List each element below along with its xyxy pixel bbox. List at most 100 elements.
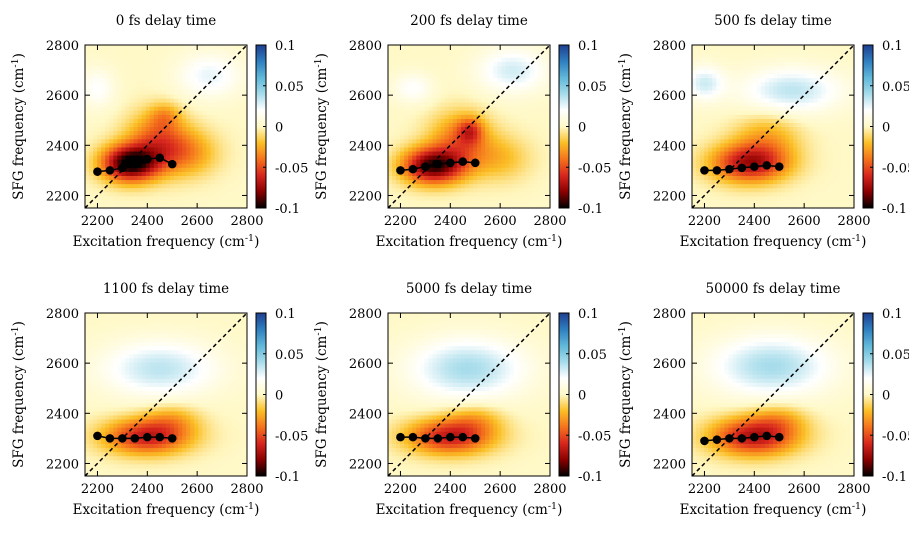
heatmap-cell: [174, 118, 179, 123]
heatmap-cell: [477, 94, 482, 99]
heatmap-cell: [765, 82, 770, 87]
heatmap-cell: [733, 102, 738, 107]
heatmap-cell: [445, 49, 450, 54]
heatmap-cell: [489, 65, 494, 70]
heatmap-cell: [497, 102, 502, 107]
heatmap-cell: [749, 131, 754, 136]
colorbar-tick-label: -0.1: [578, 202, 603, 217]
heatmap-cell: [150, 114, 155, 119]
heatmap-cell: [720, 159, 725, 164]
heatmap-cell: [457, 82, 462, 87]
heatmap-cell: [505, 188, 510, 193]
heatmap-cell: [186, 151, 191, 156]
heatmap-cell: [457, 69, 462, 74]
heatmap-cell: [142, 61, 147, 66]
heatmap-cell: [117, 65, 122, 70]
heatmap-cell: [202, 61, 207, 66]
heatmap-cell: [101, 78, 106, 83]
heatmap-cell: [186, 188, 191, 193]
heatmap-cell: [481, 167, 486, 172]
heatmap-cell: [826, 90, 831, 95]
heatmap-cell: [400, 122, 405, 127]
heatmap-cell: [202, 151, 207, 156]
heatmap-cell: [765, 65, 770, 70]
heatmap-cell: [113, 192, 118, 197]
heatmap-cell: [166, 135, 171, 140]
heatmap-cell: [453, 135, 458, 140]
heatmap-cell: [785, 171, 790, 176]
heatmap-cell: [235, 69, 240, 74]
heatmap-cell: [227, 163, 232, 168]
heatmap-cell: [493, 135, 498, 140]
heatmap-cell: [781, 139, 786, 144]
peak-marker: [118, 164, 127, 173]
heatmap-cell: [712, 90, 717, 95]
heatmap-cell: [89, 45, 94, 50]
heatmap-cell: [708, 171, 713, 176]
heatmap-cell: [239, 90, 244, 95]
heatmap-cell: [501, 151, 506, 156]
heatmap-cell: [692, 188, 697, 193]
heatmap-cell: [457, 90, 462, 95]
heatmap-cell: [207, 179, 212, 184]
heatmap-cell: [138, 49, 143, 54]
heatmap-cell: [493, 53, 498, 58]
heatmap-cell: [793, 78, 798, 83]
heatmap-cell: [773, 61, 778, 66]
heatmap-cell: [501, 122, 506, 127]
heatmap-cell: [433, 74, 438, 79]
heatmap-cell: [692, 61, 697, 66]
heatmap-cell: [388, 78, 393, 83]
heatmap-cell: [534, 143, 539, 148]
heatmap-cell: [392, 98, 397, 103]
x-tick-label: 2200: [81, 214, 114, 229]
heatmap-cell: [724, 196, 729, 201]
heatmap-cell: [231, 114, 236, 119]
heatmap-cell: [818, 200, 823, 205]
heatmap-cell: [801, 147, 806, 152]
heatmap-cell: [424, 45, 429, 50]
peak-marker: [762, 161, 771, 170]
heatmap-cell: [522, 110, 527, 115]
heatmap-cell: [809, 175, 814, 180]
heatmap-cell: [117, 53, 122, 58]
heatmap-cell: [737, 147, 742, 152]
heatmap-cell: [716, 69, 721, 74]
heatmap-cell: [437, 74, 442, 79]
heatmap-cell: [534, 175, 539, 180]
heatmap-cell: [538, 184, 543, 189]
heatmap-cell: [215, 106, 220, 111]
heatmap-cell: [530, 155, 535, 160]
heatmap-cell: [198, 143, 203, 148]
heatmap-cell: [412, 155, 417, 160]
heatmap-cell: [692, 90, 697, 95]
heatmap-cell: [420, 61, 425, 66]
heatmap-cell: [501, 98, 506, 103]
heatmap-cell: [809, 61, 814, 66]
heatmap-cell: [211, 159, 216, 164]
heatmap-cell: [704, 159, 709, 164]
heatmap-cell: [121, 90, 126, 95]
heatmap-cell: [235, 163, 240, 168]
heatmap-cell: [437, 143, 442, 148]
heatmap-cell: [433, 78, 438, 83]
heatmap-cell: [514, 151, 519, 156]
heatmap-cell: [793, 143, 798, 148]
heatmap-cell: [793, 171, 798, 176]
heatmap-cell: [826, 110, 831, 115]
heatmap-cell: [497, 192, 502, 197]
heatmap-cell: [235, 171, 240, 176]
heatmap-cell: [231, 184, 236, 189]
heatmap-cell: [489, 45, 494, 50]
heatmap-cell: [154, 74, 159, 79]
heatmap-cell: [781, 131, 786, 136]
heatmap-cell: [489, 159, 494, 164]
heatmap-cell: [190, 188, 195, 193]
heatmap-cell: [424, 106, 429, 111]
heatmap-cell: [749, 118, 754, 123]
heatmap-cell: [465, 175, 470, 180]
heatmap-cell: [809, 171, 814, 176]
heatmap-cell: [388, 61, 393, 66]
heatmap-cell: [186, 200, 191, 205]
heatmap-cell: [215, 86, 220, 91]
